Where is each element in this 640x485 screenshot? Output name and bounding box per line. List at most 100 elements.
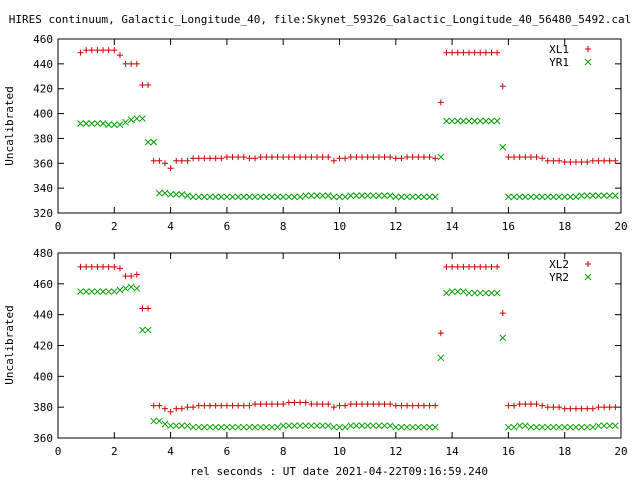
data-point: [262, 193, 270, 201]
data-point: [392, 155, 399, 162]
data-point: [431, 423, 439, 431]
data-point: [369, 422, 377, 430]
data-point: [88, 263, 95, 270]
data-point: [465, 289, 473, 297]
data-point: [296, 422, 304, 430]
data-point: [100, 47, 107, 54]
data-point: [110, 121, 118, 129]
data-point: [556, 157, 563, 164]
data-point: [454, 288, 462, 295]
data-point: [319, 401, 326, 408]
data-point: [437, 153, 445, 161]
data-point: [252, 401, 259, 408]
data-point: [516, 154, 523, 161]
data-point: [116, 52, 123, 59]
data-point: [539, 155, 546, 162]
data-point: [116, 286, 124, 294]
data-point: [145, 81, 152, 88]
data-point: [426, 423, 433, 431]
data-point: [167, 408, 174, 415]
data-point: [420, 402, 427, 409]
data-point: [595, 404, 602, 411]
data-point: [229, 154, 236, 161]
data-point: [83, 47, 90, 54]
data-point: [521, 193, 529, 201]
x-tick-label: 2: [111, 220, 118, 233]
data-point: [409, 154, 416, 161]
data-point: [347, 154, 354, 161]
data-point: [94, 288, 101, 295]
y-tick-label: 440: [33, 309, 53, 322]
data-point: [161, 160, 168, 167]
y-tick-label: 400: [33, 108, 53, 121]
x-tick-label: 6: [224, 445, 231, 458]
data-point: [229, 402, 236, 409]
data-point: [488, 117, 495, 125]
data-point: [274, 401, 281, 408]
x-tick-label: 10: [333, 445, 346, 458]
data-point: [476, 117, 484, 125]
data-point: [398, 423, 405, 431]
data-point: [606, 404, 613, 411]
data-point: [189, 423, 197, 431]
data-point: [510, 423, 518, 431]
legend-label: YR2: [549, 271, 569, 284]
data-point: [263, 154, 270, 161]
x-tick-label: 2: [111, 445, 118, 458]
data-point: [262, 423, 270, 431]
data-point: [155, 417, 163, 425]
data-point: [229, 193, 236, 201]
data-point: [493, 289, 501, 297]
data-point: [246, 193, 253, 201]
data-point: [206, 193, 214, 201]
data-point: [465, 263, 472, 270]
data-point: [240, 154, 247, 161]
data-point: [139, 115, 146, 122]
data-point: [291, 422, 298, 430]
data-point: [336, 155, 343, 162]
y-tick-label: 400: [33, 370, 53, 383]
data-point: [527, 401, 534, 408]
figure-title: HIRES continuum, Galactic_Longitude_40, …: [9, 13, 632, 26]
legend-label: XL1: [549, 43, 569, 56]
data-point: [201, 402, 208, 409]
legend-label: XL2: [549, 258, 569, 271]
data-point: [223, 402, 230, 409]
data-point: [105, 121, 113, 129]
data-point: [88, 120, 96, 127]
series-YR2: [77, 283, 619, 431]
series-XL1: [77, 47, 619, 172]
data-point: [336, 402, 343, 409]
data-point: [583, 192, 591, 199]
data-point: [567, 405, 574, 412]
plot-frame: [57, 38, 622, 214]
y-axis-label: Uncalibrated: [3, 305, 16, 384]
data-point: [111, 47, 118, 54]
data-point: [296, 193, 304, 201]
data-point: [240, 423, 248, 431]
data-point: [437, 330, 444, 337]
data-point: [494, 263, 501, 270]
data-point: [488, 49, 495, 56]
data-point: [415, 402, 422, 409]
data-point: [426, 193, 433, 201]
data-point: [403, 423, 411, 431]
data-point: [111, 263, 118, 270]
data-point: [178, 157, 185, 164]
x-tick-label: 6: [224, 220, 231, 233]
data-point: [544, 157, 551, 164]
data-point: [347, 401, 354, 408]
data-point: [319, 192, 326, 199]
data-point: [201, 423, 208, 431]
data-point: [280, 401, 287, 408]
data-point: [313, 192, 321, 199]
x-tick-label: 0: [55, 445, 62, 458]
x-tick-label: 16: [502, 220, 515, 233]
series-XL2: [77, 263, 619, 415]
data-point: [527, 154, 534, 161]
data-point: [77, 120, 84, 127]
data-point: [105, 288, 113, 295]
data-point: [353, 192, 360, 199]
data-point: [443, 49, 450, 56]
